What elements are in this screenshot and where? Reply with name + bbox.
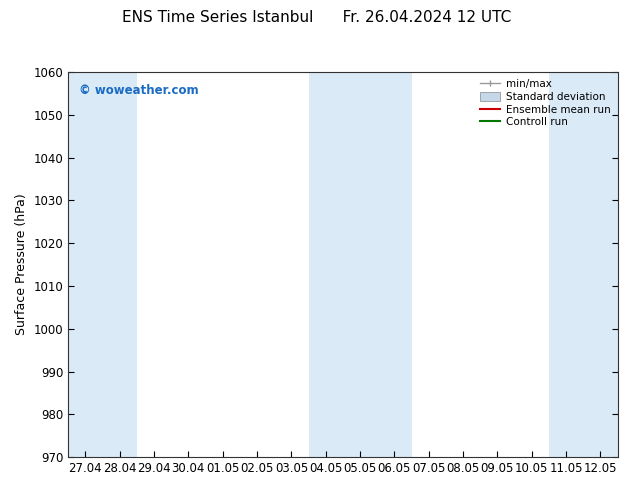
Legend: min/max, Standard deviation, Ensemble mean run, Controll run: min/max, Standard deviation, Ensemble me… xyxy=(477,77,612,129)
Text: © woweather.com: © woweather.com xyxy=(79,84,199,97)
Text: ENS Time Series Istanbul      Fr. 26.04.2024 12 UTC: ENS Time Series Istanbul Fr. 26.04.2024 … xyxy=(122,10,512,25)
Bar xyxy=(549,72,583,457)
Bar xyxy=(68,72,103,457)
Bar xyxy=(583,72,618,457)
Bar xyxy=(377,72,411,457)
Bar xyxy=(309,72,343,457)
Bar xyxy=(103,72,137,457)
Y-axis label: Surface Pressure (hPa): Surface Pressure (hPa) xyxy=(15,194,28,336)
Bar xyxy=(343,72,377,457)
